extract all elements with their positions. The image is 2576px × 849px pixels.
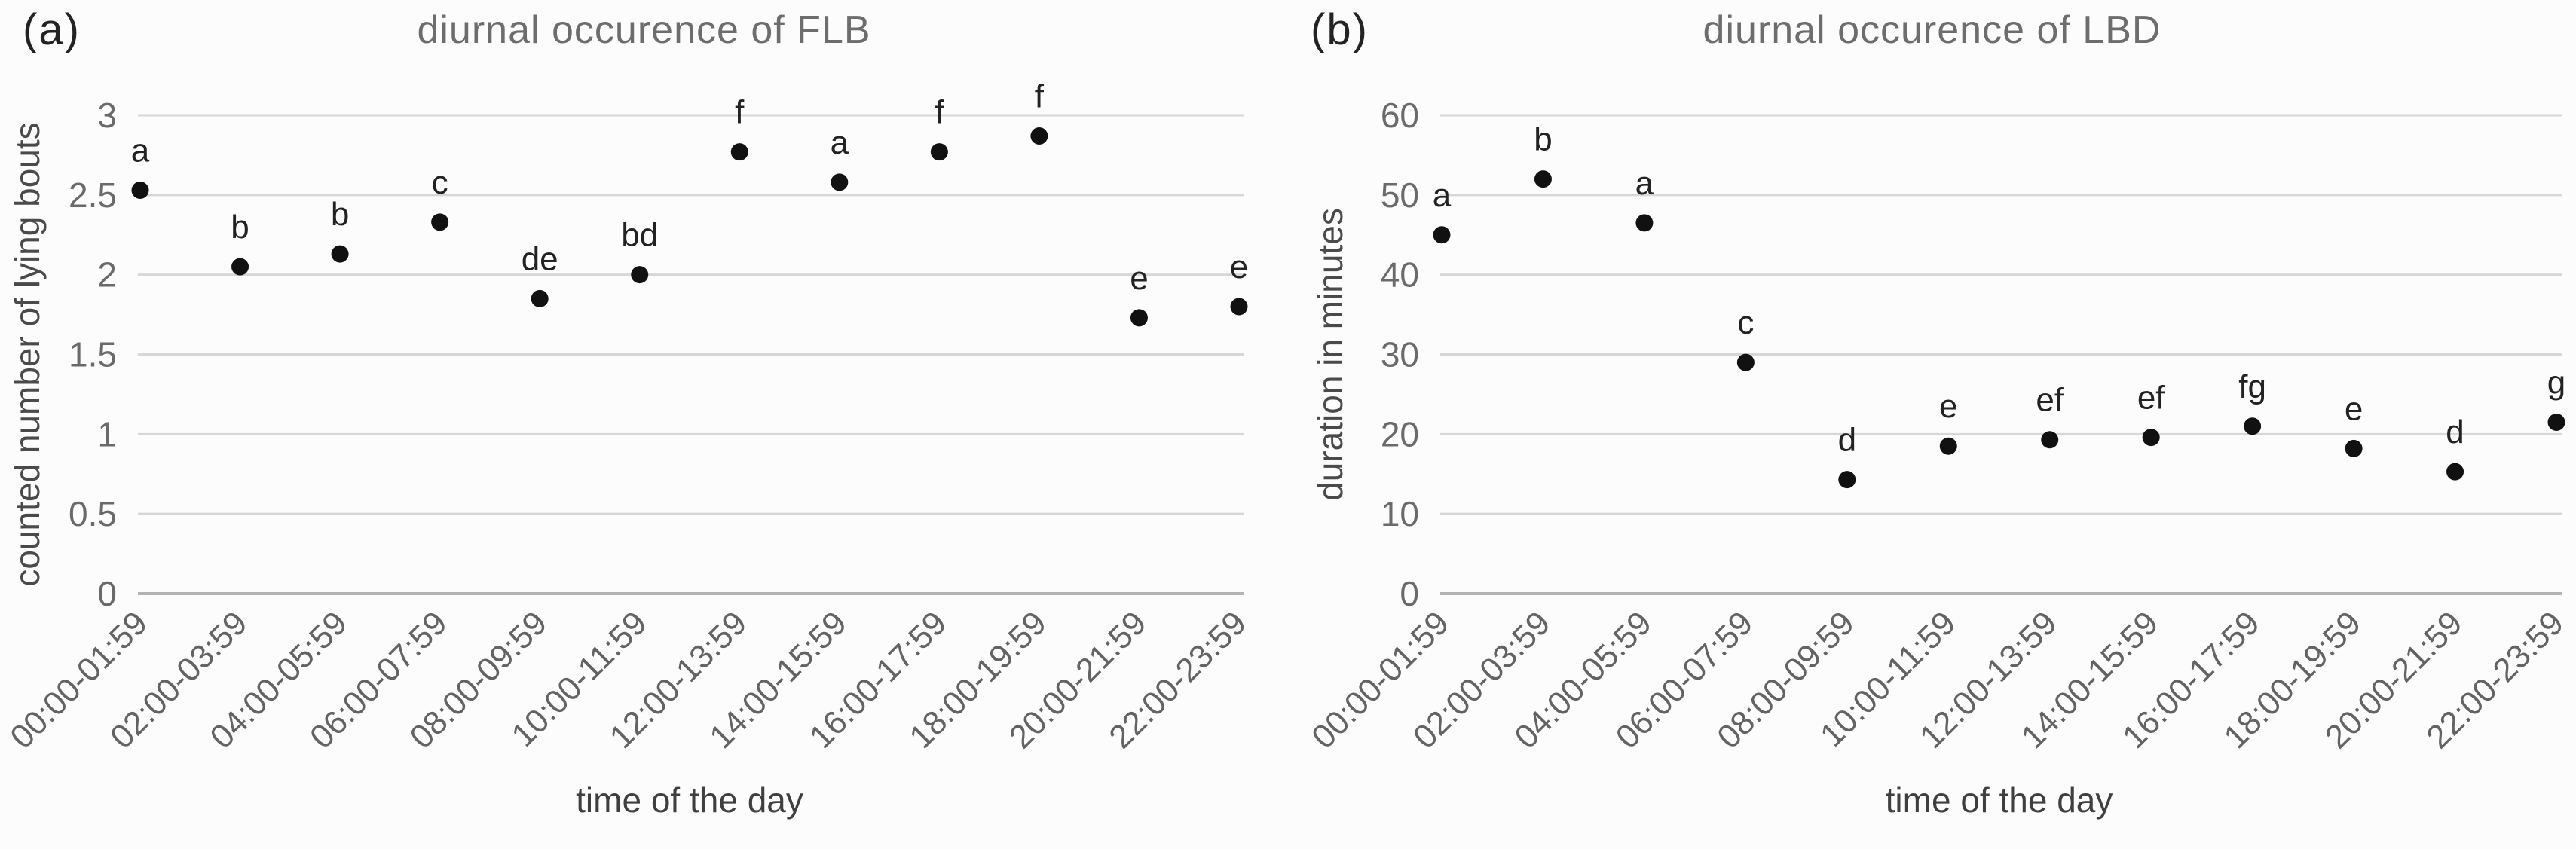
- significance-letter: a: [131, 132, 150, 169]
- y-axis-title: duration in minutes: [1311, 208, 1350, 501]
- y-tick-label: 40: [1381, 255, 1419, 295]
- data-point: [1838, 471, 1856, 489]
- data-point: [831, 173, 849, 191]
- y-tick-label: 10: [1381, 494, 1419, 533]
- significance-letter: bd: [621, 217, 658, 254]
- significance-letter: a: [831, 124, 849, 161]
- y-tick-label: 1.5: [69, 335, 117, 374]
- data-point: [1030, 127, 1048, 145]
- significance-letter: b: [231, 209, 249, 246]
- panel-a: (a) diurnal occurence of FLB 0 0.5 1 1.5 2 2.…: [3, 5, 1253, 820]
- y-tick-label: 2: [97, 255, 117, 295]
- data-point: [1433, 226, 1451, 244]
- significance-letter: e: [1130, 260, 1148, 297]
- significance-letter: f: [1035, 78, 1045, 115]
- flb-scatter-chart: 00.511.522.5300:00-01:5902:00-03:5904:00…: [3, 78, 1253, 820]
- data-point: [431, 213, 449, 231]
- panel-b-letter: (b): [1311, 5, 1369, 54]
- y-tick-label: 3: [97, 96, 117, 135]
- panel-a-letter: (a): [23, 5, 81, 54]
- significance-letter: g: [2547, 364, 2565, 401]
- significance-letter: f: [735, 94, 745, 131]
- x-axis-title: time of the day: [1886, 780, 2113, 820]
- significance-letter: ef: [2137, 380, 2165, 417]
- panel-b: (b) diurnal occurence of LBD 0 10 20 30 40 50…: [1288, 0, 2576, 849]
- y-tick-label: 2.5: [69, 176, 117, 215]
- significance-letter: b: [331, 196, 349, 233]
- significance-letter: c: [432, 164, 448, 201]
- data-point: [930, 143, 948, 161]
- data-point: [2244, 417, 2262, 435]
- data-point: [2547, 413, 2565, 431]
- significance-letter: de: [522, 240, 558, 277]
- y-tick-label: 0: [97, 574, 117, 613]
- y-tick-label: 0.5: [69, 494, 117, 533]
- x-axis-title: time of the day: [576, 780, 803, 820]
- y-tick-label: 50: [1381, 176, 1419, 215]
- significance-letter: a: [1635, 165, 1654, 202]
- data-point: [2345, 439, 2363, 457]
- data-point: [131, 181, 149, 199]
- significance-letter: d: [2446, 414, 2464, 450]
- lbd-scatter-chart: 010203040506000:00-01:5902:00-03:5904:00…: [1305, 96, 2571, 820]
- significance-letter: d: [1838, 422, 1856, 459]
- y-tick-label: 30: [1381, 335, 1419, 374]
- significance-letter: e: [2345, 390, 2363, 427]
- data-point: [1939, 437, 1957, 455]
- data-point: [331, 245, 349, 263]
- data-point: [1736, 353, 1755, 371]
- significance-letter: e: [1939, 388, 1957, 425]
- y-tick-label: 1: [97, 414, 117, 454]
- y-tick-label: 0: [1400, 574, 1419, 613]
- data-point: [2041, 431, 2059, 449]
- data-point: [1534, 170, 1552, 188]
- significance-letter: ef: [2036, 382, 2064, 419]
- data-point: [531, 289, 549, 307]
- data-point: [1230, 298, 1248, 316]
- significance-letter: c: [1737, 304, 1754, 341]
- panel-a-chart-title: diurnal occurence of FLB: [417, 8, 871, 52]
- data-point: [1130, 309, 1148, 327]
- data-point: [631, 266, 649, 284]
- data-point: [1635, 214, 1654, 232]
- y-tick-label: 60: [1381, 96, 1419, 135]
- significance-letter: a: [1433, 177, 1452, 214]
- significance-letter: fg: [2238, 368, 2266, 405]
- data-point: [2142, 429, 2160, 447]
- y-tick-label: 20: [1381, 414, 1419, 454]
- y-axis-title: counted number of lying bouts: [8, 122, 47, 586]
- data-point: [730, 143, 748, 161]
- significance-letter: b: [1534, 121, 1552, 158]
- data-point: [231, 258, 249, 276]
- data-point: [2446, 463, 2464, 481]
- significance-letter: f: [935, 94, 944, 131]
- panel-b-chart-title: diurnal occurence of LBD: [1703, 8, 2161, 52]
- significance-letter: e: [1230, 249, 1248, 286]
